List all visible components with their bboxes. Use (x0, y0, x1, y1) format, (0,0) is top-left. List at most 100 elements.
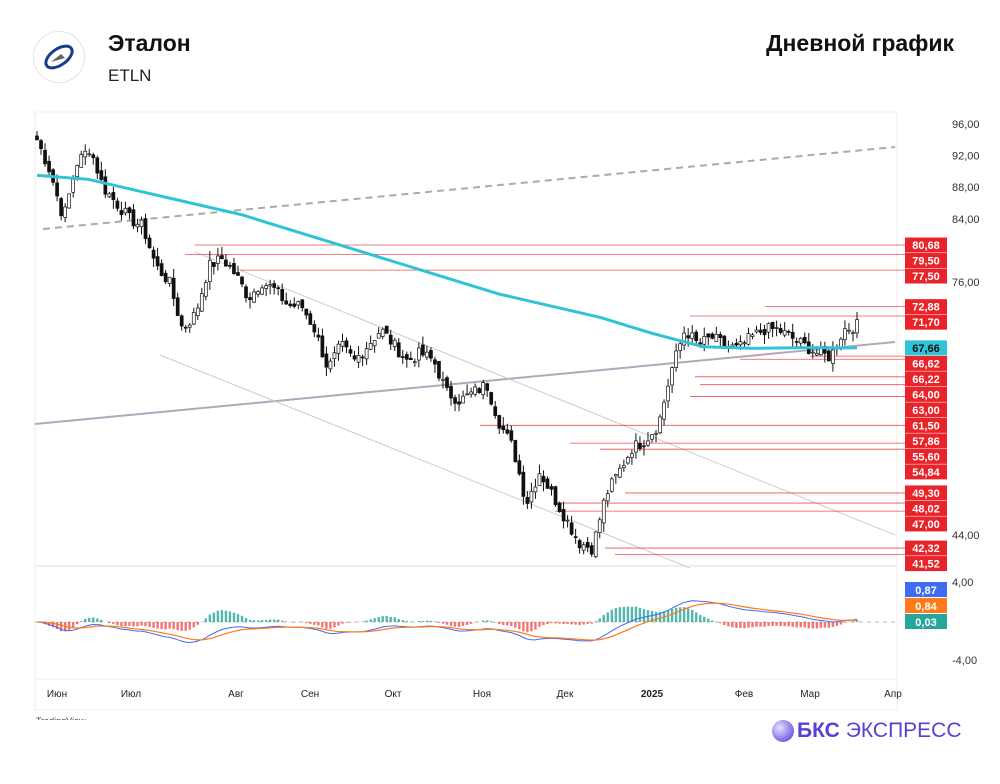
macd-histogram-bar (727, 622, 730, 627)
macd-histogram-bar (204, 618, 208, 622)
macd-tick: -4,00 (952, 655, 977, 667)
macd-histogram-bar (67, 622, 71, 630)
macd-histogram-bar (124, 622, 127, 626)
macd-histogram-bar (670, 608, 674, 622)
candle-body (244, 286, 248, 299)
macd-histogram-bar (216, 610, 220, 622)
ma-price-label: 67,66 (912, 343, 940, 355)
price-label: 49,30 (912, 488, 940, 500)
macd-histogram-bar (747, 622, 750, 628)
candle-body (248, 297, 252, 300)
candle-body (175, 297, 180, 316)
macd-histogram-bar (502, 622, 505, 625)
macd-histogram-bar (168, 622, 171, 629)
price-label: 72,88 (912, 302, 940, 314)
macd-histogram-bar (445, 622, 449, 625)
macd-histogram-bar (678, 607, 682, 622)
macd-histogram-bar (317, 622, 320, 626)
candle-body (368, 343, 373, 350)
macd-histogram-bar (84, 618, 87, 622)
y-tick-label: 88,00 (952, 182, 980, 194)
candle-body (256, 291, 260, 295)
macd-histogram-bar (433, 621, 437, 622)
x-tick-label: Июл (121, 689, 141, 700)
candle-body (790, 331, 795, 339)
candle-body (228, 264, 232, 267)
macd-histogram-bar (763, 622, 766, 627)
macd-histogram-bar (546, 622, 549, 625)
chart-frame (34, 111, 898, 711)
candle-body (183, 326, 188, 329)
macd-histogram-bar (47, 622, 51, 626)
candle-body (203, 282, 208, 297)
macd-histogram-bar (582, 622, 585, 625)
brand-logo: БКС ЭКСПРЕСС (772, 719, 962, 743)
candle-body (473, 386, 477, 395)
macd-histogram-bar (622, 606, 626, 622)
candle-body (581, 544, 586, 551)
candle-body (686, 335, 691, 339)
macd-histogram-bar (112, 622, 115, 625)
candle-body (505, 429, 510, 434)
candle-body (750, 334, 755, 337)
macd-histogram-bar (100, 619, 103, 622)
candle-body (521, 471, 526, 497)
candle-body (634, 440, 638, 453)
macd-histogram-bar (184, 622, 187, 631)
macd-histogram-bar (703, 616, 706, 622)
candle-body (348, 349, 353, 354)
candle-body (662, 401, 666, 420)
macd-histogram-bar (518, 622, 521, 630)
candle-body (87, 153, 92, 156)
macd-histogram-bar (176, 622, 179, 631)
candle-body (658, 416, 662, 434)
macd-histogram-bar (256, 620, 260, 622)
candle-body (220, 255, 224, 260)
candle-body (344, 340, 349, 348)
candle-body (316, 334, 321, 338)
candle-body (191, 312, 196, 325)
candle-body (155, 256, 160, 267)
candle-body (774, 327, 779, 329)
price-label-bg (905, 268, 947, 284)
support-trendline (34, 341, 896, 425)
price-label: 54,84 (912, 467, 940, 479)
candle-body (380, 328, 385, 337)
brand-bold: БКС (797, 719, 840, 742)
macd-histogram-bar (787, 622, 790, 627)
candle-body (698, 342, 703, 345)
candle-body (690, 332, 695, 339)
macd-histogram-bar (457, 622, 461, 627)
candle-body (593, 531, 598, 557)
candle-body (179, 315, 184, 327)
candle-body (433, 359, 437, 365)
macd-histogram-bar (791, 622, 794, 627)
macd-histogram-bar (815, 622, 819, 629)
macd-histogram-bar (654, 611, 658, 622)
candle-body (626, 456, 630, 464)
macd-histogram-bar (823, 622, 827, 628)
macd-histogram-bar (686, 608, 690, 622)
macd-histogram-bar (144, 622, 147, 627)
macd-histogram-bar (401, 620, 404, 622)
candle-body (469, 391, 473, 395)
candle-body (517, 460, 522, 475)
candle-body (666, 385, 670, 402)
candle-body (638, 443, 642, 449)
macd-histogram-bar (80, 621, 83, 622)
macd-histogram-bar (481, 620, 485, 622)
candle-body (674, 350, 678, 368)
price-label: 55,60 (912, 451, 940, 463)
candle-body (123, 207, 128, 214)
price-label-bg (905, 237, 947, 253)
candle-body (79, 154, 84, 168)
macd-histogram-bar (510, 622, 513, 627)
macd-histogram-bar (767, 622, 770, 626)
candle-body (802, 337, 807, 344)
candle-body (453, 397, 457, 404)
candle-body (83, 150, 88, 158)
candle-body (577, 540, 582, 549)
candle-body (585, 541, 590, 548)
macd-histogram-bar (429, 620, 433, 622)
